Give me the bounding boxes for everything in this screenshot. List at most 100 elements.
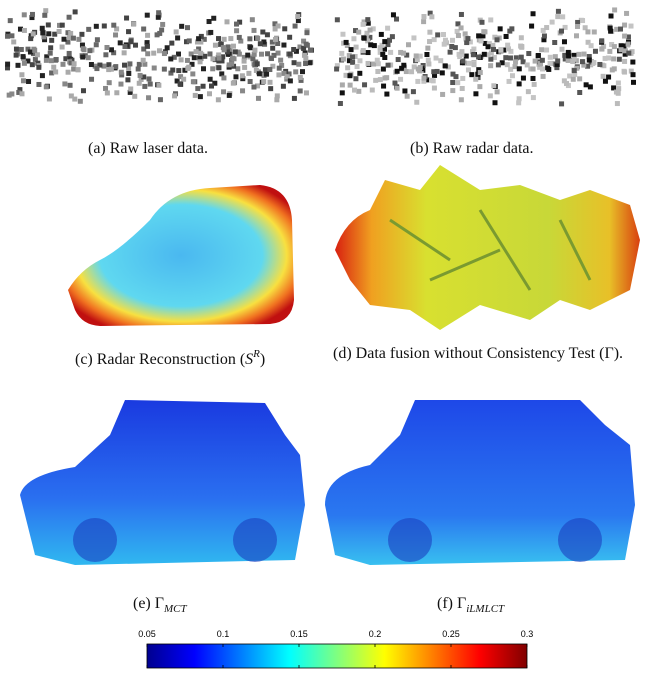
point [624,10,630,16]
point [385,25,391,31]
point [103,85,109,91]
point [20,54,26,60]
point [434,68,440,74]
point [421,75,427,81]
point [195,86,201,92]
point [138,76,144,82]
point [216,52,222,58]
colorbar-tick-label: 0.3 [521,629,534,639]
point [197,94,203,100]
point [471,62,477,68]
point [520,75,526,81]
point [389,34,395,40]
point [348,47,354,53]
point [34,52,40,58]
point [375,68,381,74]
point [518,54,524,60]
point [207,76,213,82]
point [60,61,66,67]
point [59,22,65,28]
point [122,43,128,49]
point [390,12,396,18]
point [297,44,303,50]
point [591,29,597,35]
point [114,90,120,96]
point [173,29,179,35]
point [66,35,72,41]
point [117,40,123,46]
point [380,51,386,57]
point [450,37,456,43]
point [113,64,119,70]
point [103,52,109,58]
point [473,91,479,97]
point [43,84,49,90]
point [352,54,358,60]
point [307,47,313,53]
point [43,57,49,63]
point [101,23,107,29]
point [19,72,25,78]
point [399,65,405,71]
point [226,92,232,98]
point [618,43,624,49]
point [303,56,309,62]
point [61,36,67,42]
point [477,84,483,90]
point [538,61,544,67]
point [459,49,465,55]
point [145,32,151,38]
point [142,61,148,67]
point [577,76,583,82]
point [287,78,293,84]
point [7,18,13,24]
point [128,86,134,92]
point [562,24,568,30]
point [339,90,345,96]
point [612,7,618,13]
point [628,23,634,29]
point [520,59,526,65]
point [445,64,451,70]
point [562,56,568,62]
point [215,97,221,103]
point [377,45,383,51]
point [77,98,83,104]
point [395,57,401,63]
point [17,26,23,32]
point [394,16,400,22]
point [346,53,352,59]
point [68,93,74,99]
point [53,57,59,63]
point [365,20,371,26]
point [621,43,627,49]
point [297,88,303,94]
point [159,27,165,33]
point [571,56,577,62]
point [340,31,346,37]
point [352,87,358,93]
point [530,75,536,81]
point [385,42,391,48]
point [455,33,461,39]
point [188,51,194,57]
point [411,64,417,70]
point [350,59,356,65]
point [236,34,242,40]
point [351,36,357,42]
caption: (e) ΓMCT [133,593,187,620]
point [470,52,476,58]
point [144,43,150,49]
point [561,39,567,45]
point [274,93,280,99]
point [126,29,132,35]
point [398,76,404,82]
point [539,47,545,53]
point [190,71,196,77]
point [257,41,263,47]
point [361,35,367,41]
point [360,21,366,27]
point [281,70,287,76]
point [622,58,628,64]
